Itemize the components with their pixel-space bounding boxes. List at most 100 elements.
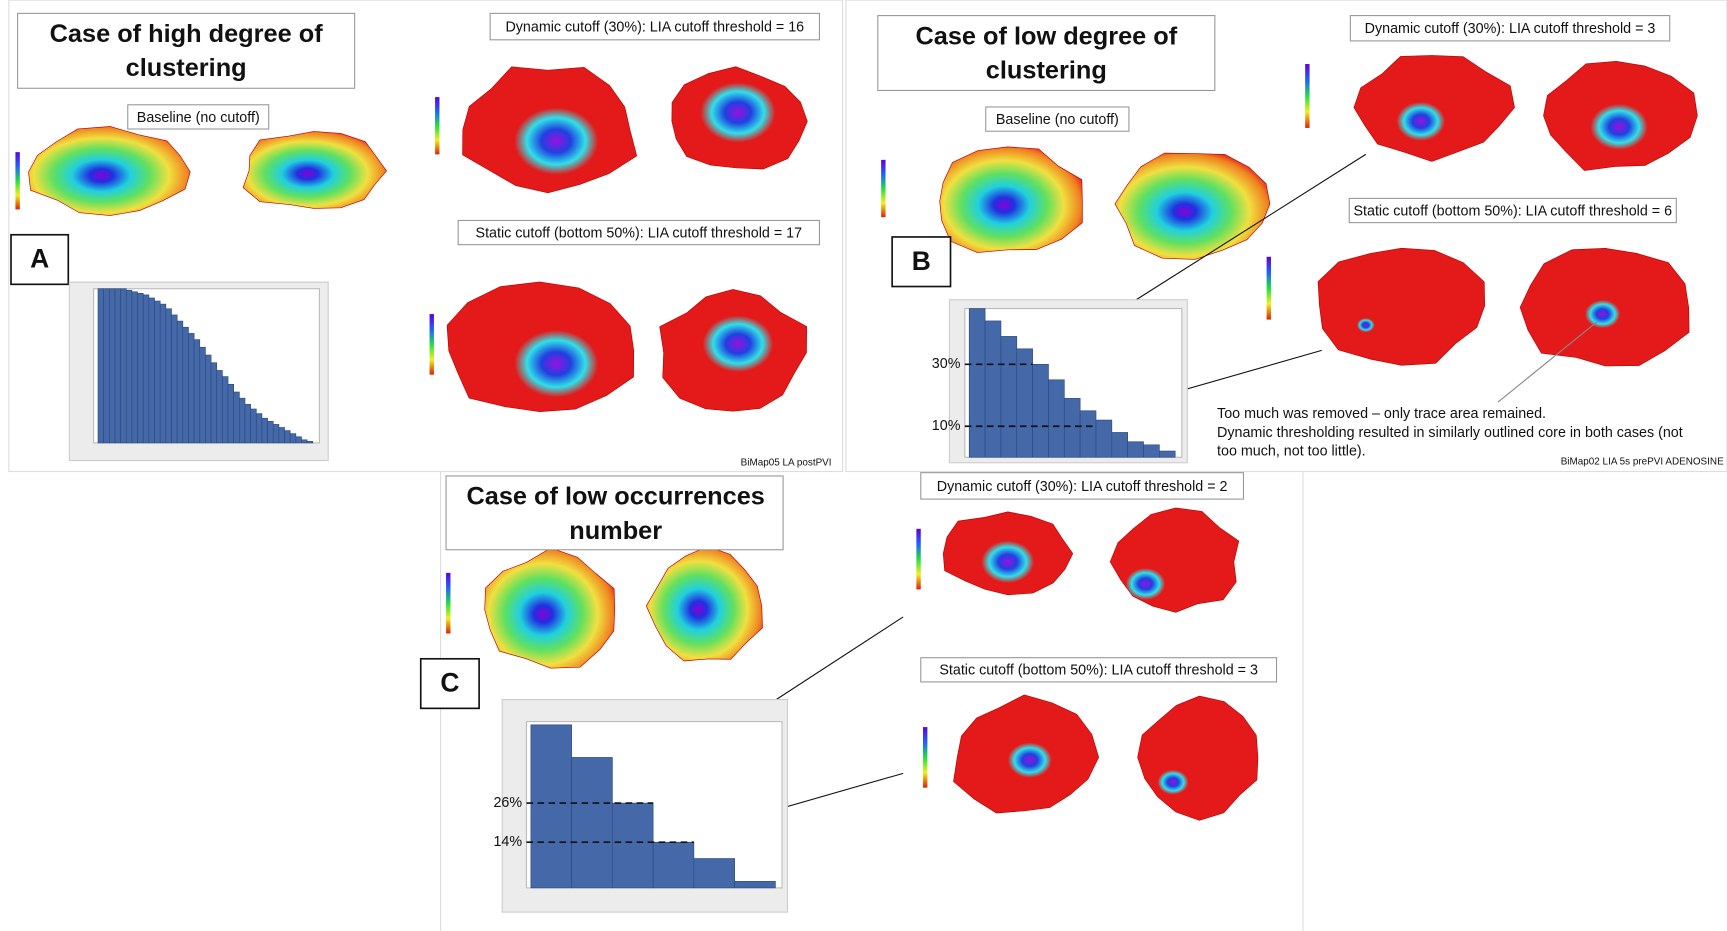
dynamic-caption: Dynamic cutoff (30%): LIA cutoff thresho… [1365,21,1656,37]
histogram-bar [531,725,572,888]
histogram-bar [109,289,115,443]
atrial-map [485,548,615,668]
baseline-caption: Baseline (no cutoff) [996,112,1119,128]
color-scale [15,152,19,209]
activation-spot [1008,743,1052,778]
histogram-bar [205,355,211,443]
histogram-bar [234,392,240,443]
histogram-bar [572,757,613,887]
histogram-bar [969,309,985,458]
histogram-bar [211,363,217,443]
histogram-bar [121,289,127,443]
activation-spot [703,316,773,372]
panel-title: number [569,517,662,545]
histogram-bar [183,327,189,443]
histogram-bar [296,437,302,443]
figure: Case of high degree ofclusteringBaseline… [0,0,1727,931]
note: Dynamic thresholding resulted in similar… [1217,425,1683,441]
color-scale [1305,64,1309,128]
activation-spot [1590,104,1647,150]
histogram-bar [160,304,166,443]
panel-title: clustering [986,56,1107,84]
panel-label: B [912,246,931,276]
histogram-bar [138,293,144,443]
histogram-bar [251,409,257,443]
activation-spot [1357,318,1375,332]
histogram-bar [217,370,223,442]
histogram-bar [694,859,735,888]
color-scale [435,97,439,154]
histogram-bar [262,418,268,443]
activation-spot [981,541,1034,583]
histogram-bar [1128,442,1144,457]
activation-spot [514,108,598,175]
histogram-bar [188,333,194,442]
histogram-bar [1144,445,1160,457]
histogram-bar [1048,380,1064,457]
color-scale [923,727,927,788]
histogram-bar [115,289,121,443]
baseline-caption: Baseline (no cutoff) [137,110,260,126]
histogram-bar [1080,411,1096,457]
histogram-bar [279,428,285,443]
note: Too much was removed – only trace area r… [1217,406,1546,422]
atrial-map [1115,153,1270,259]
panel-title: Case of low occurrences [466,483,764,511]
atrial-map [646,546,762,661]
activation-spot [1126,568,1166,600]
histogram-bar [132,292,138,443]
histogram-bar [228,384,234,443]
atrial-map [1110,508,1239,612]
histogram-bar [307,441,313,443]
histogram-bar [1001,336,1017,457]
histogram-bar [222,377,228,443]
static-caption: Static cutoff (bottom 50%): LIA cutoff t… [476,225,803,241]
histogram-bar [155,301,161,443]
histogram-bar [166,309,172,443]
atrial-map [1138,696,1258,820]
histogram-bar [177,321,183,443]
activation-spot [700,83,775,143]
activation-spot [514,330,598,397]
atrial-map [940,147,1083,253]
color-scale [916,529,920,590]
threshold-label: 10% [932,418,961,434]
histogram-bar [149,298,155,443]
color-scale [881,160,885,217]
static-caption: Static cutoff (bottom 50%): LIA cutoff t… [939,663,1258,679]
histogram-bar [735,881,776,888]
histogram-bar [1112,432,1128,457]
histogram-bar [1033,364,1049,457]
histogram-bar [290,434,296,443]
color-scale [1267,257,1271,320]
panel-label: C [440,668,459,698]
histogram-bar [143,295,149,443]
panel-title: clustering [126,54,247,82]
map-source: BiMap05 LA postPVI [741,457,832,468]
color-scale [446,573,450,634]
histogram-bar [194,340,200,443]
threshold-label: 30% [932,356,961,372]
atrial-map [29,126,191,215]
static-caption: Static cutoff (bottom 50%): LIA cutoff t… [1353,203,1672,219]
dynamic-caption: Dynamic cutoff (30%): LIA cutoff thresho… [937,479,1228,495]
histogram-bar [126,290,132,443]
histogram-bar [98,289,104,443]
histogram-bar [273,424,279,443]
activation-spot [1158,770,1189,795]
histogram-bar [285,431,291,443]
activation-spot [1397,102,1445,141]
threshold-label: 14% [493,834,522,850]
histogram-bar [612,803,653,888]
histogram-bar [200,347,206,443]
histogram-bar [1159,451,1175,457]
histogram-bar [1096,420,1112,457]
histogram-bar [256,414,262,443]
histogram-bar [245,404,251,443]
panel-title: Case of low degree of [915,22,1177,50]
activation-spot [1585,300,1620,328]
histogram-bar [985,321,1001,457]
histogram-bar [104,289,110,443]
map-source: BiMap02 LIA 5s prePVI ADENOSINE [1561,456,1724,467]
color-scale [430,314,434,375]
